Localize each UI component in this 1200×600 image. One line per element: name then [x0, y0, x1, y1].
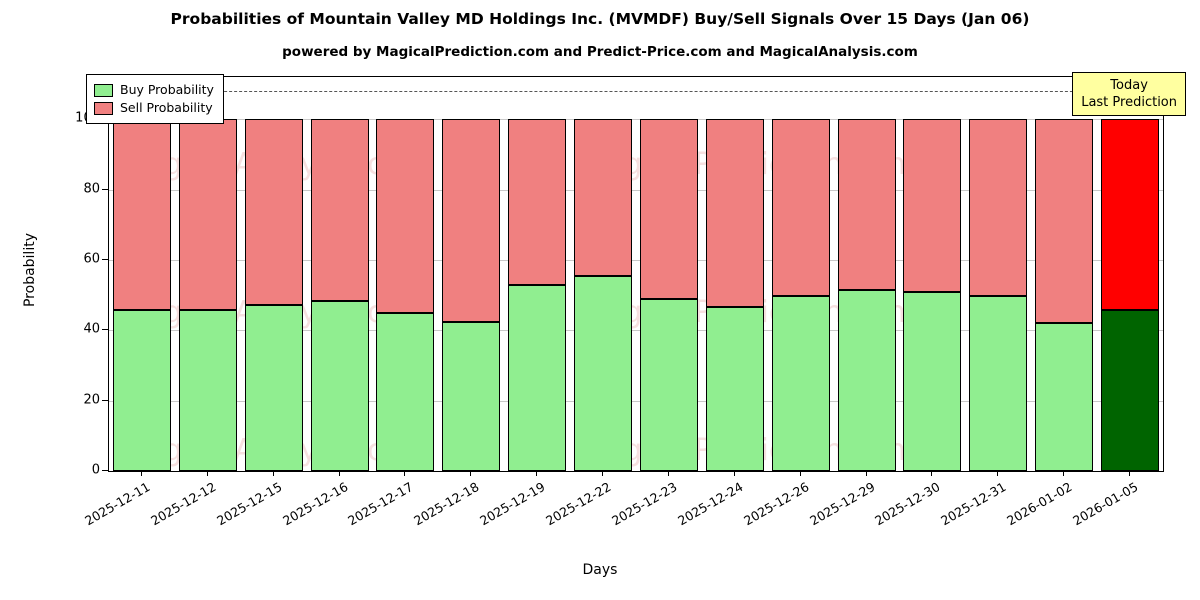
bar-segment-buy [1035, 323, 1094, 471]
bar-group [310, 77, 369, 471]
legend-item-sell: Sell Probability [94, 99, 214, 117]
y-tick-mark [102, 329, 108, 331]
bar-segment-sell [508, 119, 567, 285]
chart-title: Probabilities of Mountain Valley MD Hold… [170, 10, 1030, 28]
bar-segment-buy [178, 309, 237, 471]
x-tick-mark [470, 470, 472, 476]
bar-group [376, 77, 435, 471]
bar-segment-buy [442, 321, 501, 471]
legend-item-buy: Buy Probability [94, 81, 214, 99]
bar-segment-buy [771, 295, 830, 471]
gridline [109, 259, 1163, 261]
bar-group [639, 77, 698, 471]
bar-segment-sell [112, 119, 171, 310]
bar-segment-buy [376, 312, 435, 471]
chart-subtitle: powered by MagicalPrediction.com and Pre… [282, 44, 918, 60]
bar-group [771, 77, 830, 471]
legend-label-buy: Buy Probability [120, 82, 214, 97]
bar-segment-sell [178, 119, 237, 310]
y-tick-label: 80 [83, 181, 100, 197]
y-tick-mark [102, 399, 108, 401]
bar-segment-sell [1035, 119, 1094, 324]
today-annotation: Today Last Prediction [1072, 72, 1186, 116]
bar-group [508, 77, 567, 471]
legend-swatch-buy [94, 83, 113, 97]
reference-line [109, 91, 1163, 93]
gridline [109, 400, 1163, 402]
x-tick-mark [404, 470, 406, 476]
x-tick-mark [799, 470, 801, 476]
gridline [109, 330, 1163, 332]
x-tick-mark [140, 470, 142, 476]
bar-group [574, 77, 633, 471]
bar-segment-sell [903, 119, 962, 292]
gridline [109, 189, 1163, 191]
bar-group [837, 77, 896, 471]
x-tick-mark [865, 470, 867, 476]
bar-segment-sell [310, 119, 369, 302]
y-tick-label: 20 [83, 392, 100, 408]
x-tick-mark [931, 470, 933, 476]
bar-segment-sell [376, 119, 435, 313]
legend-label-sell: Sell Probability [120, 100, 213, 115]
bar-segment-sell [639, 119, 698, 300]
y-tick-mark [102, 188, 108, 190]
bar-segment-sell [969, 119, 1028, 296]
y-axis-title: Probability [22, 233, 38, 308]
bar-segment-sell [442, 119, 501, 322]
gridline [109, 119, 1163, 121]
bar-segment-sell [244, 119, 303, 306]
today-label-line1: Today [1110, 78, 1148, 93]
bar-segment-buy [903, 291, 962, 471]
x-tick-mark [272, 470, 274, 476]
x-tick-mark [338, 470, 340, 476]
x-tick-mark [997, 470, 999, 476]
today-label-line2: Last Prediction [1081, 95, 1177, 110]
x-tick-mark [206, 470, 208, 476]
y-tick-label: 0 [91, 462, 100, 478]
bar-segment-buy [112, 309, 171, 471]
bar-group [969, 77, 1028, 471]
bar-segment-buy [310, 301, 369, 471]
bar-segment-sell [705, 119, 764, 308]
bar-segment-sell [574, 119, 633, 277]
y-tick-mark [102, 258, 108, 260]
x-tick-mark [667, 470, 669, 476]
y-tick-label: 60 [83, 251, 100, 267]
x-tick-mark [1129, 470, 1131, 476]
legend-swatch-sell [94, 101, 113, 115]
bar-group [1035, 77, 1094, 471]
x-tick-mark [602, 470, 604, 476]
bar-group [178, 77, 237, 471]
bar-segment-sell [837, 119, 896, 291]
bar-group [1101, 77, 1160, 471]
bar-segment-buy [969, 295, 1028, 471]
bar-group [903, 77, 962, 471]
bar-segment-buy [639, 299, 698, 471]
bar-group [112, 77, 171, 471]
bar-segment-buy [244, 305, 303, 471]
x-axis-title: Days [582, 562, 618, 578]
x-tick-mark [733, 470, 735, 476]
y-tick-mark [102, 470, 108, 471]
bar-group [705, 77, 764, 471]
plot-area: MagicalAnalysis.comMagicalPrediction.com… [108, 76, 1164, 472]
x-tick-mark [536, 470, 538, 476]
bar-segment-buy [508, 284, 567, 471]
bar-segment-buy [1101, 309, 1160, 471]
bar-segment-sell [771, 119, 830, 296]
x-tick-mark [1063, 470, 1065, 476]
bar-group [442, 77, 501, 471]
chart-legend: Buy Probability Sell Probability [86, 74, 224, 124]
bar-group [244, 77, 303, 471]
y-tick-label: 40 [83, 321, 100, 337]
bar-segment-buy [837, 290, 896, 471]
bar-segment-sell [1101, 119, 1160, 310]
bar-segment-buy [705, 307, 764, 471]
bar-segment-buy [574, 276, 633, 471]
